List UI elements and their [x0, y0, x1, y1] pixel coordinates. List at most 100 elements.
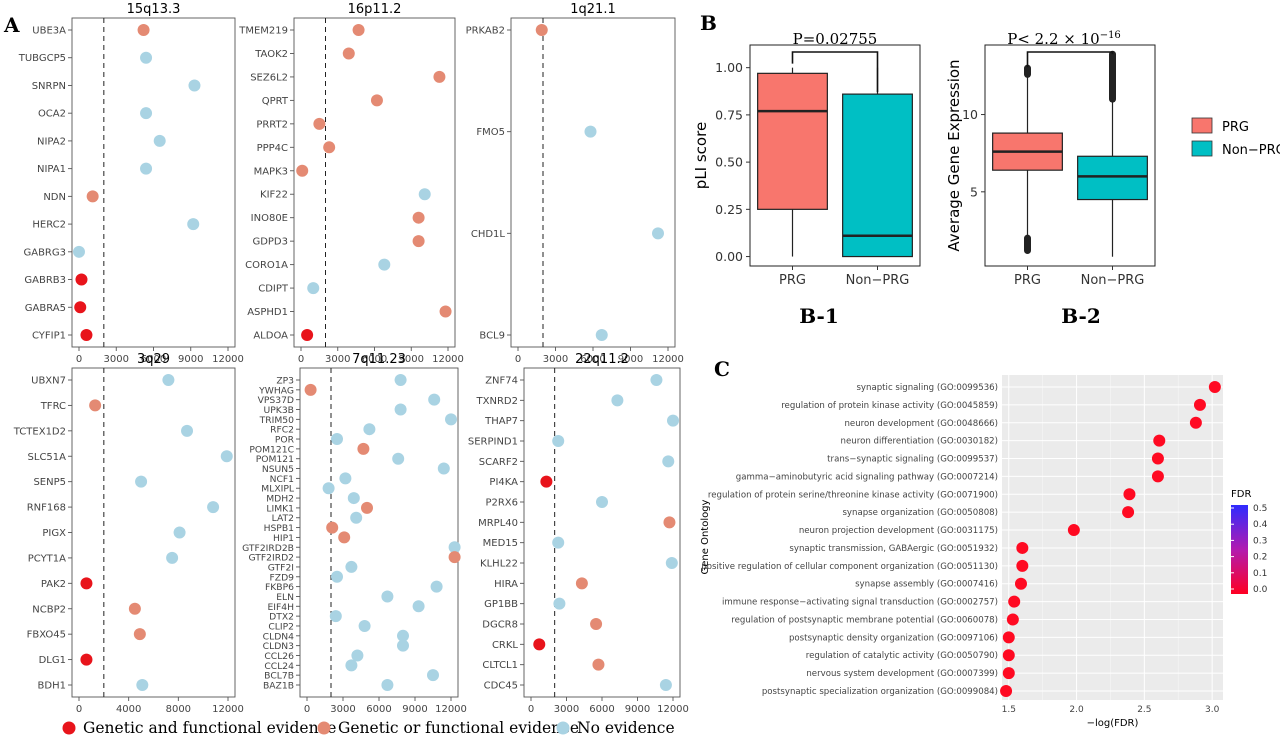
x-tick-label: Non−PRG — [846, 273, 910, 288]
legend-swatch-non-prg — [1191, 140, 1213, 157]
gene-label: PIGX — [42, 528, 66, 539]
gene-point — [394, 374, 407, 386]
y-tick-label: 10 — [962, 107, 978, 122]
x-tick-label: 12000 — [212, 704, 244, 715]
x-tick-label: 4000 — [116, 704, 141, 715]
gene-point — [89, 399, 102, 412]
x-tick-label: 6000 — [366, 704, 391, 715]
gene-label: GABRA5 — [25, 303, 66, 314]
gene-point — [667, 414, 679, 427]
panel-frame — [299, 367, 459, 698]
gene-point — [590, 618, 603, 630]
panel-label-b2: B-2 — [1061, 304, 1101, 328]
panel-label-a: A — [3, 13, 20, 37]
x-tick-label: 2.0 — [1069, 705, 1084, 715]
gene-point — [412, 235, 425, 248]
panel-frame — [71, 367, 236, 698]
gene-label: RNF168 — [27, 503, 66, 514]
go-term-point — [1008, 595, 1021, 608]
gene-label: PPP4C — [257, 143, 288, 154]
gene-point — [350, 511, 363, 524]
gene-label: MRPL40 — [478, 518, 518, 529]
gene-point — [140, 107, 153, 120]
panel-title: 7q11.23 — [352, 352, 406, 367]
go-term-label: neuron differentiation (GO:0030182) — [841, 437, 998, 447]
gene-point — [363, 423, 376, 436]
go-term-label: regulation of postsynaptic membrane pote… — [731, 615, 998, 625]
gene-label: HERC2 — [32, 220, 66, 231]
box — [1077, 155, 1148, 201]
gene-label: CDIPT — [258, 284, 289, 295]
gene-point — [74, 301, 87, 314]
gene-label: RFC2 — [270, 425, 294, 436]
x-tick-label: 0 — [298, 354, 304, 365]
go-term-label: nervous system development (GO:0007399) — [806, 669, 998, 679]
x-tick-label: 6000 — [589, 704, 614, 715]
gene-label: ASPHD1 — [247, 307, 288, 318]
gene-label: TFRC — [40, 401, 66, 412]
x-tick-label: 3000 — [330, 704, 355, 715]
x-tick-label: 3000 — [543, 354, 568, 365]
gene-label: CCL26 — [264, 651, 294, 662]
go-term-label: synaptic signaling (GO:0099536) — [856, 383, 998, 393]
legend-label-non-prg: Non−PRG — [1222, 143, 1280, 158]
scatter-panel-3q29: 3q29 0 4000 8000 12000 UBXN7 TFRC TCTEX1D2 SLC51… — [13, 352, 244, 715]
gene-label: POM121C — [249, 444, 294, 455]
go-term-point — [1002, 667, 1015, 680]
y-tick-label: 5 — [970, 184, 978, 199]
gene-label: NDN — [43, 192, 66, 203]
gene-point — [296, 164, 309, 177]
go-term-label: regulation of protein serine/threonine k… — [708, 490, 998, 500]
y-axis-label: Gene Ontology — [700, 499, 711, 574]
gene-label: UPK3B — [264, 405, 294, 416]
gene-point — [553, 597, 566, 610]
box — [757, 72, 828, 210]
gene-point — [552, 435, 565, 447]
gene-label: CLIP2 — [268, 621, 294, 632]
x-tick-label: 12000 — [435, 704, 467, 715]
significance-bracket — [791, 51, 879, 93]
gene-label: PAK2 — [41, 579, 66, 590]
panel-frame — [71, 17, 236, 348]
gene-label: SERPIND1 — [468, 437, 518, 448]
go-term-label: regulation of catalytic activity (GO:005… — [806, 651, 998, 661]
go-term-point — [1151, 470, 1164, 483]
go-term-point — [1014, 577, 1027, 590]
gene-label: NIPA1 — [37, 164, 66, 175]
x-tick-label: PRG — [1014, 273, 1041, 288]
x-tick-label: 2.5 — [1137, 705, 1151, 715]
gene-point — [135, 475, 148, 488]
gene-point — [394, 403, 407, 416]
gene-point — [323, 141, 336, 154]
gene-point — [659, 679, 672, 691]
gene-point — [437, 462, 450, 475]
x-tick-label: 9000 — [399, 354, 424, 365]
gene-label: PCYT1A — [28, 553, 66, 564]
gene-point — [351, 649, 364, 662]
gene-label: FZD9 — [270, 572, 295, 583]
gene-label: UBXN7 — [31, 376, 66, 387]
gene-label: BCL9 — [479, 331, 505, 342]
gene-label: CCL24 — [264, 661, 294, 672]
go-term-point — [1016, 559, 1029, 572]
gene-point — [345, 560, 358, 573]
go-term-point — [1122, 506, 1135, 519]
gene-label: SCARF2 — [479, 457, 518, 468]
legend-dot-none — [556, 721, 570, 735]
gene-point — [439, 305, 452, 318]
gene-label: SNRPN — [32, 81, 66, 92]
gene-label: LIMK1 — [266, 503, 294, 514]
gene-point — [412, 211, 425, 224]
gene-point — [584, 125, 597, 138]
evidence-legend: Genetic and functional evidence Genetic … — [62, 719, 675, 735]
go-term-point — [1002, 631, 1015, 644]
gene-label: NCBP2 — [32, 604, 66, 615]
gene-point — [137, 24, 150, 36]
go-dotplot: 1.5 2.0 2.5 3.0 synaptic signaling (GO:00995… — [700, 375, 1268, 729]
gene-label: NSUN5 — [262, 464, 294, 475]
legend-label-none: No evidence — [577, 719, 675, 735]
x-tick-label: 9000 — [402, 704, 427, 715]
gene-point — [412, 600, 425, 613]
gene-label: CHD1L — [471, 229, 506, 240]
gene-label: ZNF74 — [485, 376, 518, 387]
